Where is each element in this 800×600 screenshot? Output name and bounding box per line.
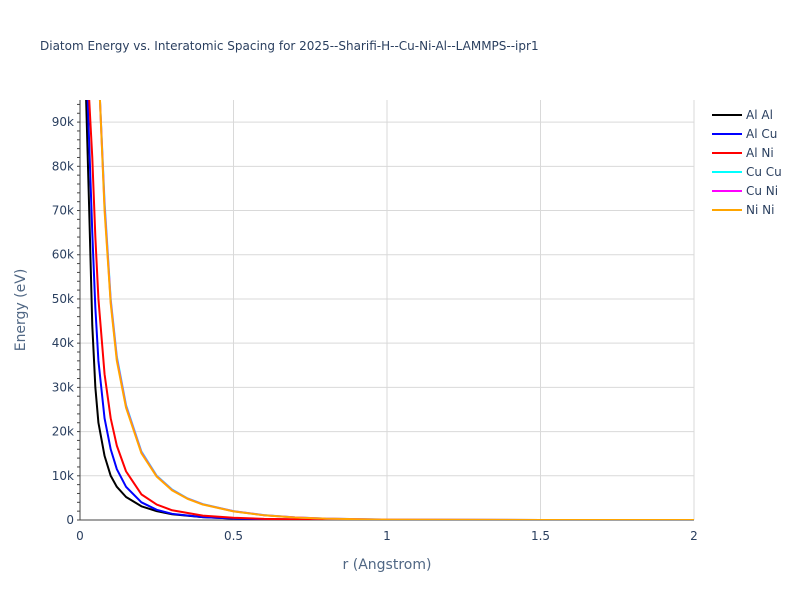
y-tick-label: 90k	[52, 115, 74, 129]
plot-area	[85, 100, 694, 520]
series-line-ni-ni	[98, 100, 694, 520]
legend-item[interactable]: Cu Cu	[712, 165, 782, 179]
axis-layer: 0 0.5 1 1.5 2 0 10k 20k 30k 40k 50k 60k 70k 80k 90k	[52, 100, 698, 543]
y-tick-label: 60k	[52, 248, 74, 262]
y-tick-label: 80k	[52, 159, 74, 173]
grid-layer	[80, 100, 695, 520]
chart-title: Diatom Energy vs. Interatomic Spacing fo…	[40, 39, 539, 53]
y-tick-label: 20k	[52, 425, 74, 439]
x-tick-label: 1.5	[531, 529, 550, 543]
y-tick-label: 30k	[52, 380, 74, 394]
x-tick-label: 0	[76, 529, 84, 543]
legend-item[interactable]: Ni Ni	[712, 203, 774, 217]
legend: Al Al Al Cu Al Ni Cu Cu Cu Ni Ni Ni	[712, 108, 782, 217]
y-tick-label: 70k	[52, 204, 74, 218]
y-tick-label: 50k	[52, 292, 74, 306]
x-tick-label: 1	[383, 529, 391, 543]
legend-label: Cu Cu	[746, 165, 782, 179]
legend-item[interactable]: Cu Ni	[712, 184, 778, 198]
y-tick-label: 40k	[52, 336, 74, 350]
x-tick-label: 0.5	[224, 529, 243, 543]
legend-label: Cu Ni	[746, 184, 778, 198]
legend-label: Ni Ni	[746, 203, 774, 217]
y-tick-label: 10k	[52, 469, 74, 483]
y-axis-title: Energy (eV)	[13, 269, 29, 352]
legend-item[interactable]: Al Ni	[712, 146, 774, 160]
legend-item[interactable]: Al Cu	[712, 127, 777, 141]
y-tick-label: 0	[66, 513, 74, 527]
legend-label: Al Ni	[746, 146, 774, 160]
legend-label: Al Al	[746, 108, 773, 122]
x-tick-label: 2	[690, 529, 698, 543]
legend-label: Al Cu	[746, 127, 777, 141]
x-axis-title: r (Angstrom)	[343, 557, 432, 573]
legend-item[interactable]: Al Al	[712, 108, 773, 122]
